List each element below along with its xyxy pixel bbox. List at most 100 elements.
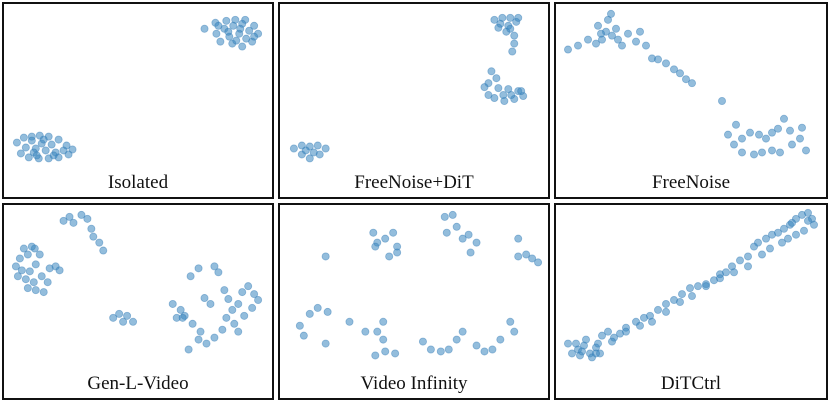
scatter-point bbox=[592, 39, 601, 48]
scatter-point bbox=[188, 319, 197, 328]
scatter-point bbox=[592, 349, 601, 358]
scatter-point bbox=[514, 252, 523, 261]
scatter-point bbox=[89, 232, 98, 241]
scatter-point bbox=[783, 234, 792, 243]
scatter-point bbox=[250, 21, 259, 30]
scatter-point bbox=[480, 83, 489, 92]
scatter-point bbox=[757, 148, 766, 157]
scatter-point bbox=[510, 31, 519, 40]
scatter-point bbox=[129, 317, 138, 326]
scatter-point bbox=[369, 228, 378, 237]
scatter-point bbox=[517, 87, 526, 96]
scatter-point bbox=[245, 26, 254, 35]
scatter-point bbox=[11, 262, 20, 271]
scatter-point bbox=[676, 69, 685, 78]
scatter-point bbox=[385, 252, 394, 261]
scatter-point bbox=[779, 114, 788, 123]
scatter-point bbox=[23, 284, 32, 293]
scatter-point bbox=[229, 21, 238, 30]
scatter-point bbox=[767, 146, 776, 155]
scatter-point bbox=[216, 37, 225, 46]
scatter-point bbox=[458, 327, 467, 336]
scatter-point bbox=[19, 244, 28, 253]
scatter-point bbox=[321, 144, 330, 153]
scatter-point bbox=[289, 144, 298, 153]
scatter-plot-freenoise bbox=[563, 9, 810, 159]
scatter-point bbox=[373, 327, 382, 336]
scatter-point bbox=[109, 313, 118, 322]
scatter-point bbox=[654, 305, 663, 314]
scatter-plot-gen-l-video bbox=[11, 210, 263, 354]
scatter-point bbox=[172, 313, 181, 322]
scatter-point bbox=[773, 124, 782, 133]
scatter-point bbox=[490, 15, 499, 24]
scatter-point bbox=[244, 282, 253, 291]
panel-title: FreeNoise+DiT bbox=[354, 172, 474, 193]
scatter-point bbox=[608, 31, 617, 40]
scatter-point bbox=[737, 148, 746, 157]
scatter-point bbox=[507, 91, 516, 100]
scatter-point bbox=[492, 74, 501, 83]
scatter-point bbox=[662, 307, 671, 316]
scatter-point bbox=[803, 216, 812, 225]
scatter-point bbox=[309, 148, 318, 157]
scatter-point bbox=[581, 335, 590, 344]
scatter-point bbox=[499, 91, 508, 100]
panel-title: FreeNoise bbox=[651, 172, 731, 193]
scatter-point bbox=[32, 151, 41, 160]
scatter-point bbox=[321, 252, 330, 261]
scatter-point bbox=[23, 250, 32, 259]
scatter-point bbox=[16, 149, 25, 158]
scatter-point bbox=[654, 55, 663, 64]
scatter-point bbox=[597, 29, 606, 38]
scatter-point bbox=[642, 41, 651, 50]
scatter-point bbox=[563, 45, 572, 54]
scatter-point bbox=[484, 91, 493, 100]
scatter-point bbox=[24, 153, 33, 162]
panel-title: Video Infinity bbox=[360, 373, 468, 394]
scatter-point bbox=[795, 134, 804, 143]
scatter-point bbox=[230, 319, 239, 328]
panel-title: DiTCtrl bbox=[660, 373, 722, 394]
scatter-point bbox=[15, 254, 24, 263]
scatter-point bbox=[506, 317, 515, 326]
scatter-point bbox=[59, 146, 68, 155]
scatter-point bbox=[448, 210, 457, 219]
scatter-point bbox=[682, 75, 691, 84]
scatter-point bbox=[571, 339, 580, 348]
scatter-point bbox=[745, 128, 754, 137]
scatter-point bbox=[731, 120, 740, 129]
scatter-point bbox=[236, 24, 245, 33]
scatter-point bbox=[583, 35, 592, 44]
scatter-point bbox=[480, 347, 489, 356]
scatter-point bbox=[508, 47, 517, 56]
scatter-point bbox=[418, 337, 427, 346]
scatter-point bbox=[184, 345, 193, 354]
scatter-point bbox=[206, 299, 215, 308]
scatter-point bbox=[607, 9, 616, 18]
scatter-point bbox=[196, 327, 205, 336]
scatter-point bbox=[472, 341, 481, 350]
scatter-point bbox=[787, 218, 796, 227]
scatter-point bbox=[522, 250, 531, 259]
scatter-point bbox=[787, 140, 796, 149]
scatter-point bbox=[54, 135, 63, 144]
scatter-point bbox=[636, 321, 645, 330]
scatter-point bbox=[765, 244, 774, 253]
scatter-point bbox=[648, 317, 657, 326]
scatter-point bbox=[248, 303, 257, 312]
scatter-point bbox=[614, 35, 623, 44]
scatter-point bbox=[194, 335, 203, 344]
scatter-point bbox=[21, 275, 30, 284]
scatter-point bbox=[222, 16, 231, 25]
scatter-point bbox=[224, 295, 233, 304]
scatter-point bbox=[299, 331, 308, 340]
scatter-point bbox=[228, 305, 237, 314]
scatter-point bbox=[232, 36, 241, 45]
scatter-point bbox=[632, 37, 641, 46]
scatter-point bbox=[687, 79, 696, 88]
scatter-point bbox=[345, 317, 354, 326]
scatter-point bbox=[31, 286, 40, 295]
scatter-point bbox=[379, 335, 388, 344]
scatter-point bbox=[464, 230, 473, 239]
